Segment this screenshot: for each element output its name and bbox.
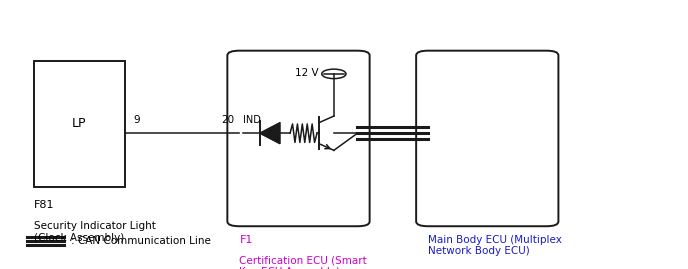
Text: Security Indicator Light
(Clock Assembly): Security Indicator Light (Clock Assembly… — [34, 221, 155, 243]
FancyBboxPatch shape — [416, 51, 559, 226]
Text: F1: F1 — [239, 235, 253, 245]
Text: : CAN Communication Line: : CAN Communication Line — [71, 236, 211, 246]
Text: F81: F81 — [34, 200, 54, 210]
Text: 12 V: 12 V — [294, 68, 319, 77]
Text: 9: 9 — [133, 115, 140, 125]
FancyBboxPatch shape — [227, 51, 369, 226]
Text: 20: 20 — [222, 115, 235, 125]
Text: LP: LP — [72, 118, 87, 130]
Text: IND: IND — [243, 115, 261, 125]
Text: Certification ECU (Smart
Key ECU Assembly): Certification ECU (Smart Key ECU Assembl… — [239, 256, 367, 269]
Polygon shape — [259, 123, 280, 144]
FancyBboxPatch shape — [34, 61, 125, 187]
Text: Main Body ECU (Multiplex
Network Body ECU): Main Body ECU (Multiplex Network Body EC… — [428, 235, 562, 256]
